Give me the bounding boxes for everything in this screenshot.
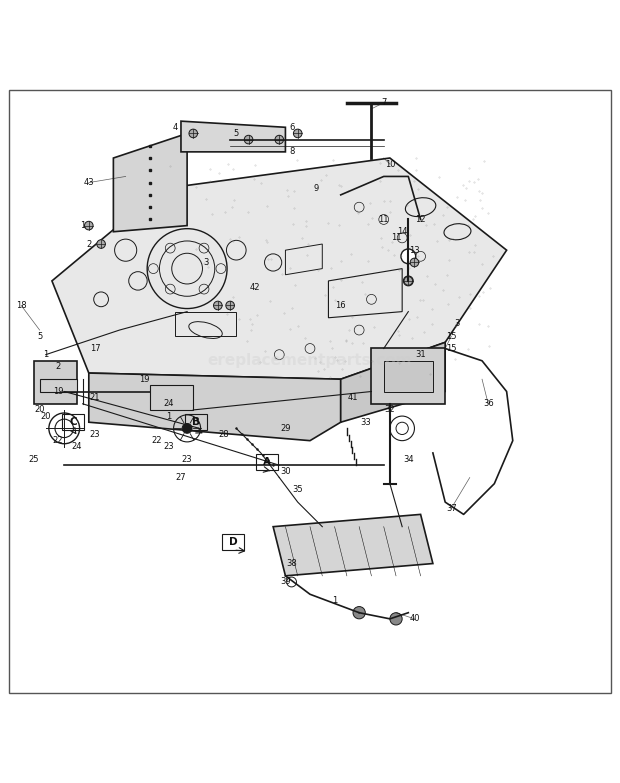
- Text: 21: 21: [90, 393, 100, 402]
- Circle shape: [293, 129, 302, 138]
- Polygon shape: [341, 342, 445, 422]
- Text: 5: 5: [37, 332, 42, 341]
- Text: ereplacementparts.com: ereplacementparts.com: [208, 353, 412, 368]
- Text: 11: 11: [391, 233, 401, 243]
- Circle shape: [275, 135, 283, 144]
- Text: 42: 42: [249, 283, 260, 291]
- Text: 19: 19: [53, 387, 63, 396]
- Text: 30: 30: [280, 467, 291, 476]
- Circle shape: [226, 301, 234, 310]
- Text: 5: 5: [234, 129, 239, 138]
- Text: 28: 28: [219, 430, 229, 439]
- Text: 1: 1: [166, 412, 171, 420]
- Text: C: C: [69, 417, 78, 428]
- Circle shape: [182, 424, 192, 433]
- Circle shape: [97, 240, 105, 248]
- Circle shape: [390, 613, 402, 625]
- Text: 29: 29: [280, 424, 291, 433]
- Text: 12: 12: [415, 215, 426, 224]
- Text: 9: 9: [314, 184, 319, 193]
- Text: 35: 35: [293, 485, 303, 494]
- Text: 24: 24: [164, 399, 174, 408]
- Text: 20: 20: [34, 406, 45, 414]
- Polygon shape: [273, 514, 433, 576]
- Text: 7: 7: [381, 98, 386, 107]
- Text: 24: 24: [71, 442, 82, 451]
- Text: 2: 2: [55, 363, 61, 371]
- Circle shape: [189, 129, 198, 138]
- Text: 38: 38: [286, 559, 297, 568]
- Text: 17: 17: [90, 344, 100, 353]
- Text: 2: 2: [86, 240, 91, 248]
- Polygon shape: [89, 373, 341, 441]
- Circle shape: [244, 135, 253, 144]
- Text: 1: 1: [80, 221, 86, 230]
- Text: 18: 18: [16, 301, 27, 310]
- Text: 13: 13: [409, 246, 420, 254]
- Text: B: B: [192, 417, 200, 428]
- Text: 22: 22: [53, 436, 63, 446]
- Polygon shape: [181, 121, 285, 152]
- Text: 3: 3: [455, 319, 460, 328]
- Text: 22: 22: [151, 436, 162, 446]
- Text: 4: 4: [172, 123, 177, 132]
- Polygon shape: [52, 158, 507, 379]
- Text: 43: 43: [84, 178, 94, 187]
- Text: 14: 14: [397, 227, 407, 236]
- Text: 20: 20: [40, 412, 51, 420]
- Text: 15: 15: [446, 344, 456, 353]
- Text: 23: 23: [90, 430, 100, 439]
- Circle shape: [401, 249, 415, 264]
- Text: 25: 25: [29, 455, 38, 464]
- Text: 32: 32: [384, 406, 395, 414]
- Text: 37: 37: [446, 503, 457, 513]
- Circle shape: [410, 258, 418, 267]
- Text: 10: 10: [384, 160, 395, 168]
- Polygon shape: [113, 133, 187, 232]
- Text: 23: 23: [163, 442, 174, 451]
- Text: 19: 19: [139, 375, 149, 384]
- Text: 27: 27: [175, 473, 186, 482]
- Text: 3: 3: [203, 258, 208, 267]
- Text: 1: 1: [43, 350, 48, 359]
- Polygon shape: [150, 385, 193, 410]
- Text: 11: 11: [378, 215, 389, 224]
- Polygon shape: [384, 361, 433, 392]
- Text: D: D: [229, 537, 237, 547]
- Text: 1: 1: [332, 596, 337, 605]
- Text: 6: 6: [289, 123, 294, 132]
- Text: A: A: [263, 457, 271, 467]
- Circle shape: [404, 276, 413, 285]
- Text: 41: 41: [348, 393, 358, 402]
- Text: 34: 34: [403, 455, 414, 464]
- Text: 16: 16: [335, 301, 346, 310]
- Text: 33: 33: [360, 417, 371, 427]
- Circle shape: [213, 301, 222, 310]
- Text: 8: 8: [289, 147, 294, 157]
- Text: 23: 23: [182, 455, 192, 464]
- Text: 36: 36: [483, 399, 494, 408]
- Text: 39: 39: [280, 578, 291, 586]
- Circle shape: [353, 607, 365, 619]
- Text: 40: 40: [409, 615, 420, 623]
- Circle shape: [84, 222, 93, 230]
- Polygon shape: [40, 379, 76, 392]
- Text: 15: 15: [446, 332, 456, 341]
- Text: 31: 31: [415, 350, 426, 359]
- Polygon shape: [33, 361, 76, 404]
- Polygon shape: [371, 348, 445, 404]
